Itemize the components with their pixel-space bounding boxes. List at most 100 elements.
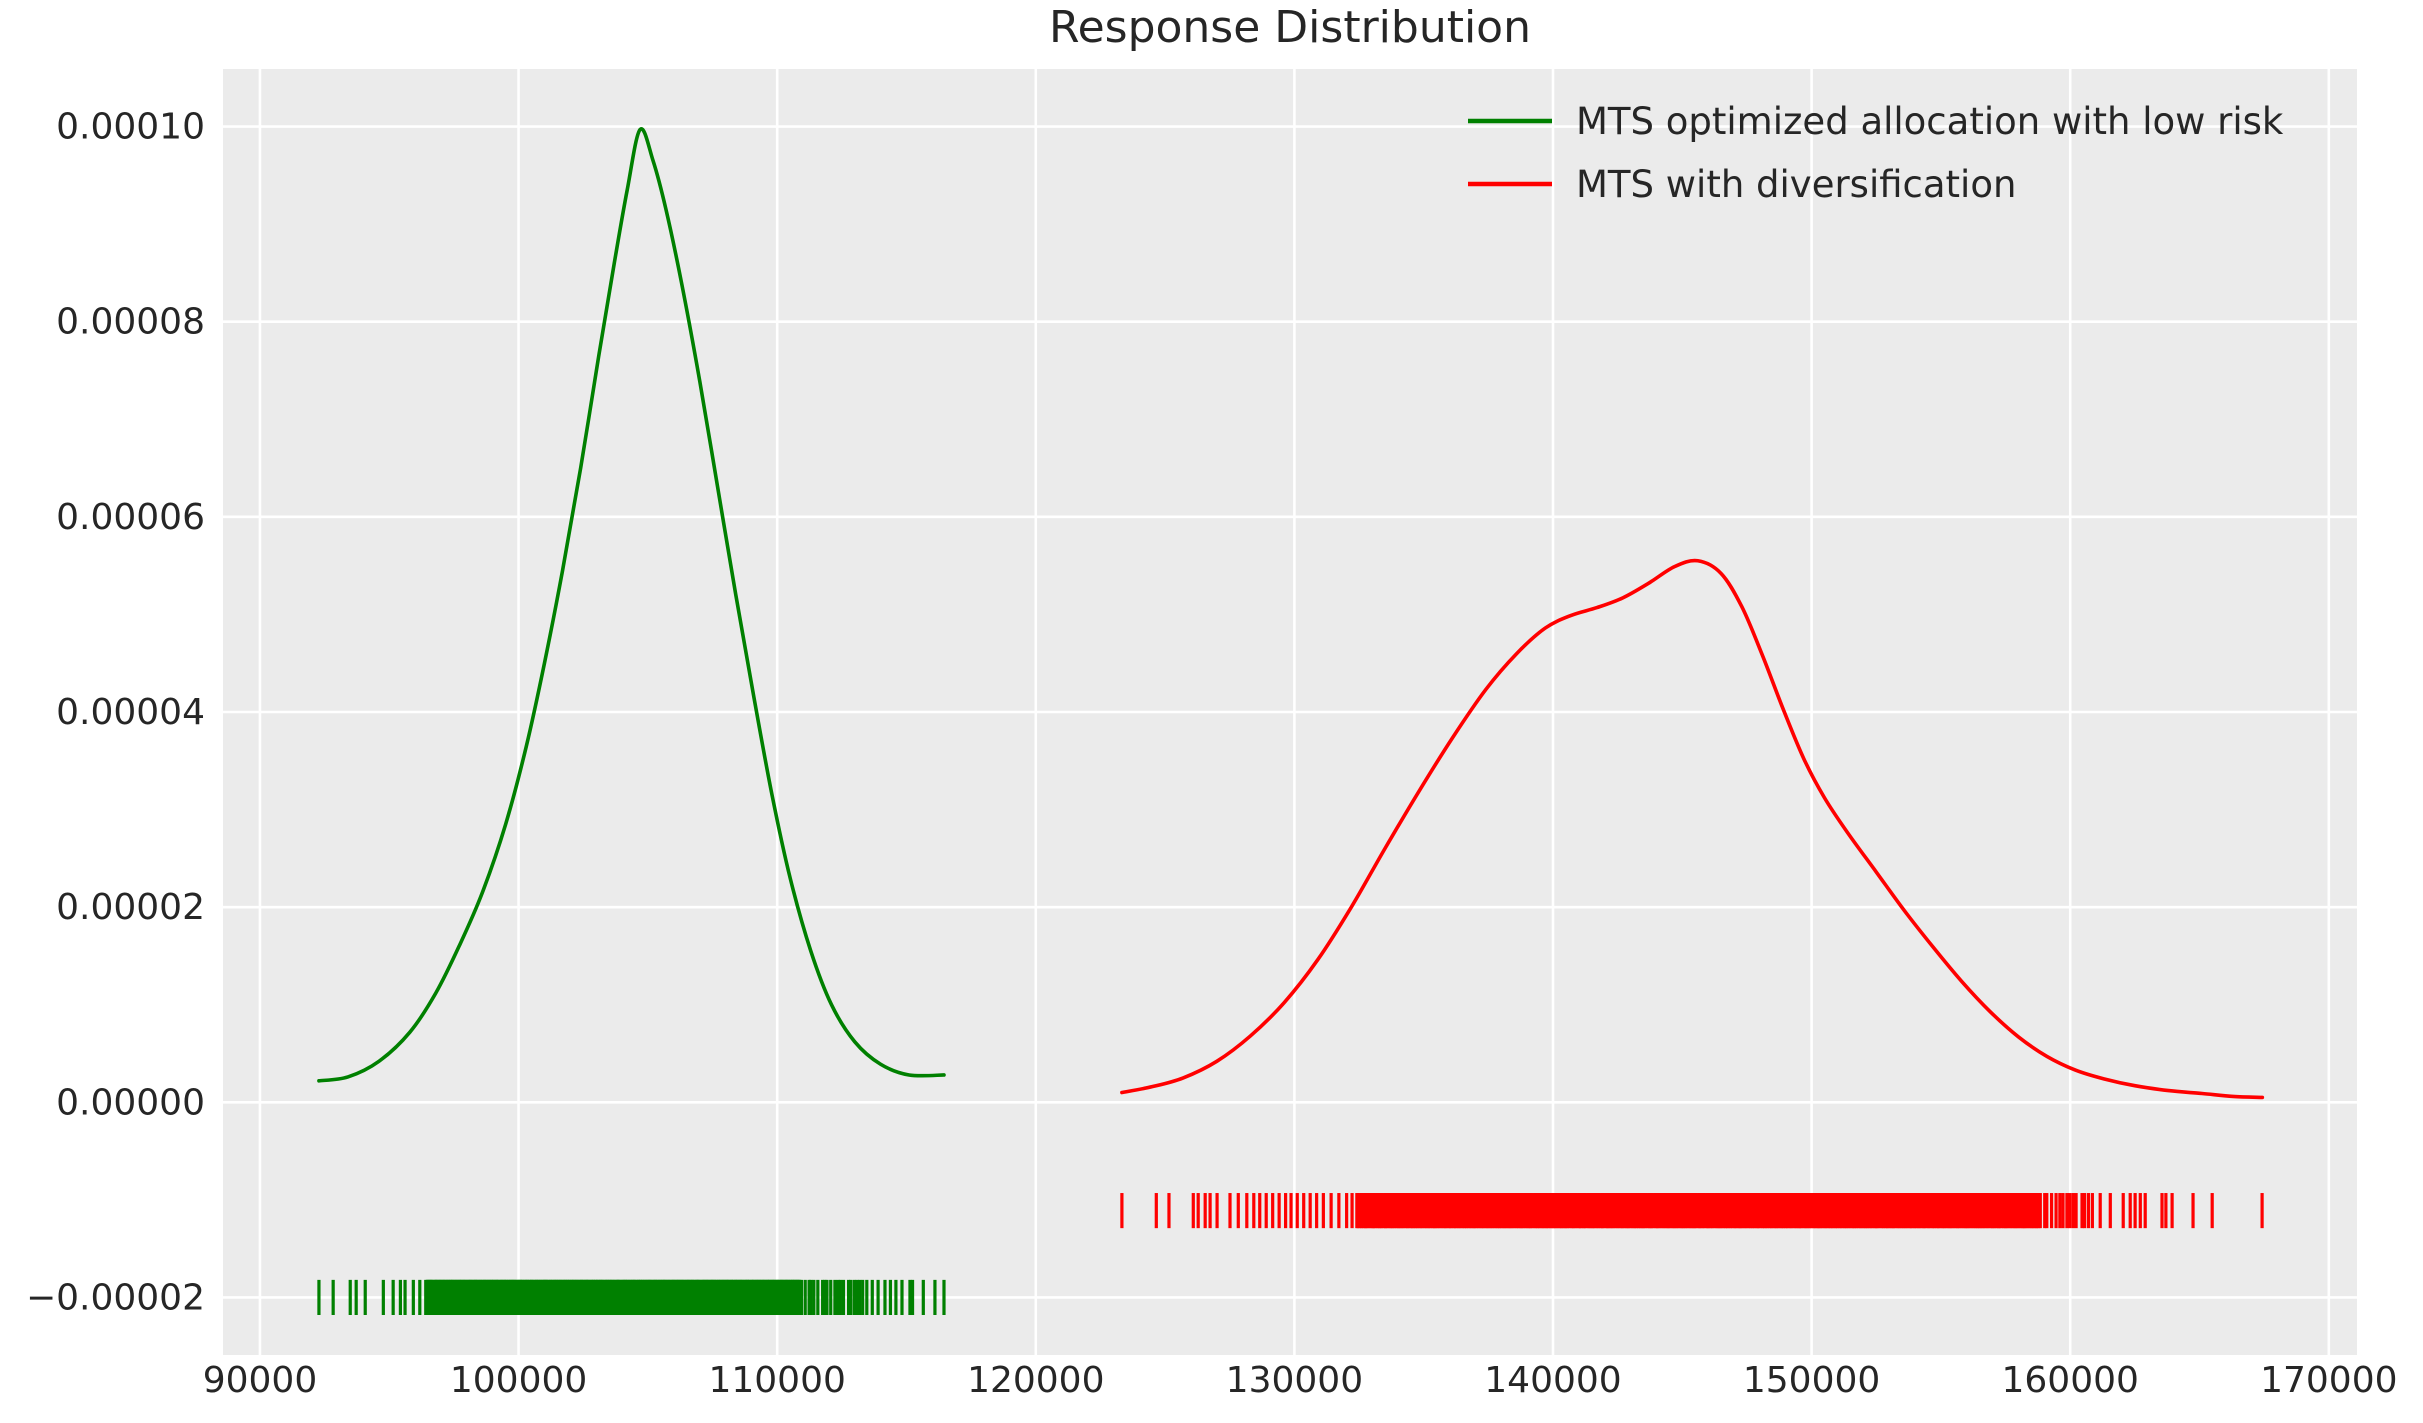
- rug-tick: [1465, 1193, 1469, 1229]
- rug-tick: [1645, 1193, 1650, 1229]
- rug-tick: [829, 1279, 833, 1315]
- rug-tick: [1302, 1193, 1306, 1229]
- rug-tick: [833, 1279, 837, 1315]
- rug-tick: [1579, 1193, 1583, 1229]
- rug-tick: [1460, 1193, 1464, 1229]
- rug-tick: [1493, 1193, 1497, 1229]
- rug-tick: [849, 1279, 853, 1315]
- rug-tick: [1918, 1193, 1922, 1229]
- rug-tick: [1703, 1193, 1707, 1229]
- rug-tick: [1960, 1193, 1964, 1229]
- rug-tick: [2138, 1193, 2142, 1229]
- rug-tick: [2071, 1193, 2075, 1229]
- rug-tick: [1384, 1193, 1388, 1229]
- rug-tick: [1871, 1193, 1875, 1229]
- rug-tick: [1208, 1193, 1212, 1229]
- rug-tick: [2065, 1193, 2069, 1229]
- rug-tick: [883, 1279, 887, 1315]
- rug-tick: [1289, 1193, 1293, 1229]
- rug-tick: [1775, 1193, 1779, 1229]
- rug-tick: [1308, 1193, 1312, 1229]
- rug-tick: [1893, 1193, 1897, 1229]
- rug-tick: [1337, 1193, 1341, 1229]
- x-tick-label: 150000: [1743, 1360, 1880, 1401]
- rug-tick: [1406, 1193, 1410, 1229]
- rug-tick: [1477, 1193, 1481, 1229]
- rug-tick: [1524, 1193, 1528, 1229]
- rug-tick: [1557, 1193, 1561, 1229]
- rug-tick: [1350, 1193, 1354, 1229]
- rug-tick: [1637, 1193, 1641, 1229]
- rug-tick: [381, 1279, 385, 1315]
- kde-curve-red: [1120, 558, 2265, 1100]
- rug-tick: [1932, 1193, 1937, 1229]
- rug-tick: [398, 1279, 403, 1315]
- rug-tick: [1749, 1193, 1753, 1229]
- rug-tick: [1585, 1193, 1589, 1229]
- rug-tick: [1321, 1193, 1325, 1229]
- rug-tick: [855, 1279, 859, 1315]
- rug-tick: [1455, 1193, 1459, 1229]
- rug-tick: [1602, 1193, 1606, 1229]
- rug-tick: [1594, 1193, 1598, 1229]
- rug-tick: [2133, 1193, 2137, 1229]
- rug-tick: [1482, 1193, 1486, 1229]
- rug-tick: [1490, 1193, 1494, 1229]
- rug-tick: [1954, 1193, 1958, 1229]
- rug-tick: [1753, 1193, 1757, 1229]
- rug-tick: [1984, 1193, 1988, 1229]
- rug-tick: [846, 1279, 851, 1315]
- rug-tick: [1574, 1193, 1578, 1229]
- rug-tick: [1402, 1193, 1406, 1229]
- rug-tick: [2058, 1193, 2062, 1229]
- rug-tick: [1706, 1193, 1711, 1229]
- rug-tick: [2160, 1193, 2164, 1229]
- rug-tick: [823, 1279, 827, 1315]
- rug-tick: [2049, 1193, 2054, 1229]
- rug-tick: [2170, 1193, 2174, 1229]
- rug-tick: [1367, 1193, 1371, 1229]
- y-tick-label: 0.00002: [56, 887, 205, 928]
- rug-tick: [2068, 1193, 2072, 1229]
- rug-tick: [2026, 1193, 2030, 1229]
- rug-tick: [908, 1279, 912, 1315]
- rug-tick: [1927, 1193, 1931, 1229]
- rug-tick: [1537, 1193, 1541, 1229]
- rug-tick: [1614, 1193, 1618, 1229]
- rug-tick: [1515, 1193, 1519, 1229]
- rug-tick: [1411, 1193, 1415, 1229]
- rug-tick: [1791, 1193, 1795, 1229]
- rug-tick: [1999, 1193, 2004, 1229]
- rug-tick: [2128, 1193, 2132, 1229]
- rug-tick: [1734, 1193, 1738, 1229]
- rug-tick: [1373, 1193, 1377, 1229]
- rug-tick: [1428, 1193, 1433, 1229]
- rug-tick: [418, 1279, 422, 1315]
- rug-tick: [1724, 1193, 1728, 1229]
- x-tick-label: 160000: [2001, 1360, 2138, 1401]
- rug-tick: [2143, 1193, 2147, 1229]
- rug-tick: [363, 1279, 367, 1315]
- rug-tick: [841, 1279, 846, 1315]
- rug-tick: [809, 1279, 813, 1315]
- rug-tick: [2260, 1193, 2264, 1229]
- rug-tick: [2045, 1193, 2049, 1229]
- rug-tick: [2164, 1193, 2168, 1229]
- rug-tick: [858, 1279, 862, 1315]
- rug-tick: [1746, 1193, 1750, 1229]
- x-tick-label: 120000: [967, 1360, 1104, 1401]
- rug-tick: [2082, 1193, 2087, 1229]
- rug-tick: [1910, 1193, 1914, 1229]
- rug-tick: [1196, 1193, 1200, 1229]
- rug-tick: [1721, 1193, 1725, 1229]
- kde-curve-green: [317, 127, 946, 1083]
- rug-tick: [1897, 1193, 1901, 1229]
- rug-tick: [1203, 1193, 1207, 1229]
- rug-tick: [942, 1279, 946, 1315]
- rug-tick: [1277, 1193, 1281, 1229]
- rug-tick: [1634, 1193, 1639, 1229]
- x-tick-label: 170000: [2260, 1360, 2397, 1401]
- rug-tick: [807, 1279, 811, 1315]
- rug-tick: [1154, 1193, 1158, 1229]
